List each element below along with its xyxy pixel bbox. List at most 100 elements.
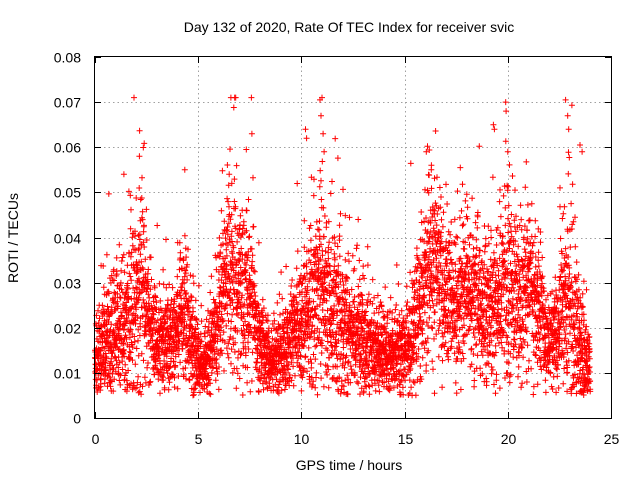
data-point (232, 203, 239, 210)
data-point (478, 300, 485, 307)
data-point (421, 309, 428, 316)
data-point (140, 239, 147, 246)
data-point (304, 368, 310, 375)
data-point (505, 229, 512, 236)
data-point (407, 269, 414, 276)
data-point (453, 390, 460, 397)
data-point (266, 380, 273, 387)
data-point (225, 198, 232, 205)
data-point (138, 391, 145, 398)
data-point (237, 264, 244, 271)
data-point (177, 292, 184, 299)
data-point (393, 262, 400, 268)
data-point (416, 310, 423, 317)
data-point (423, 339, 430, 346)
data-point (141, 244, 148, 250)
data-point (421, 218, 428, 225)
data-point (125, 367, 132, 374)
data-point (288, 283, 295, 289)
data-point (351, 298, 357, 305)
data-point (219, 271, 225, 278)
data-point (329, 329, 336, 336)
data-point (512, 341, 519, 348)
data-point (516, 222, 523, 229)
data-point (442, 339, 449, 346)
data-point (452, 241, 459, 248)
data-point (537, 229, 544, 235)
data-point (330, 276, 337, 283)
data-point (518, 326, 525, 333)
data-point (411, 296, 418, 302)
data-point (332, 135, 339, 142)
data-point (428, 185, 435, 192)
data-point (316, 218, 323, 225)
data-point (413, 267, 420, 274)
data-point (476, 276, 482, 283)
data-point (409, 277, 415, 284)
data-point (299, 316, 306, 323)
data-point (268, 343, 275, 350)
data-point (381, 329, 388, 335)
data-point (535, 225, 542, 232)
data-point (357, 391, 363, 398)
data-point (360, 388, 367, 395)
data-point (419, 274, 426, 281)
data-point (301, 217, 308, 224)
data-point (426, 253, 432, 260)
data-point (127, 192, 134, 199)
data-point (226, 203, 232, 210)
data-point (483, 313, 490, 320)
data-point (123, 304, 130, 311)
data-point (228, 211, 235, 218)
data-point (179, 345, 186, 352)
data-point (418, 325, 425, 332)
data-point (141, 374, 148, 381)
data-point (297, 352, 304, 359)
data-point (315, 278, 322, 285)
data-point (338, 317, 345, 324)
data-point (216, 308, 223, 315)
data-point (489, 174, 496, 181)
data-point (314, 303, 321, 310)
data-point (137, 320, 144, 327)
data-point (497, 213, 504, 220)
data-point (324, 307, 331, 314)
data-point (411, 379, 418, 386)
data-point (289, 277, 296, 283)
data-point (258, 369, 265, 376)
data-point (210, 364, 216, 371)
data-point (224, 162, 231, 168)
data-point (244, 257, 251, 264)
data-point (206, 361, 213, 368)
data-point (429, 297, 436, 304)
data-point (566, 264, 573, 271)
data-point (554, 366, 560, 373)
data-point (264, 318, 271, 324)
data-point (264, 334, 271, 341)
data-point (492, 342, 499, 349)
data-point (241, 266, 248, 273)
data-point (554, 373, 561, 380)
data-point (110, 266, 117, 273)
data-point (123, 336, 130, 342)
data-point (460, 355, 467, 362)
data-point (305, 344, 312, 351)
data-point (319, 264, 326, 271)
data-point (329, 178, 335, 185)
data-point (216, 364, 222, 370)
data-point (244, 254, 251, 261)
data-point (329, 350, 336, 357)
data-point (395, 281, 402, 287)
data-point (138, 258, 145, 265)
data-point (253, 359, 260, 366)
data-point (133, 195, 140, 201)
data-point (248, 328, 255, 335)
data-point (490, 269, 496, 276)
data-point (110, 388, 117, 395)
data-point (139, 208, 146, 215)
data-point (433, 255, 440, 262)
data-point (154, 317, 161, 324)
data-point (227, 333, 234, 340)
data-point (206, 390, 213, 397)
data-point (190, 339, 197, 346)
